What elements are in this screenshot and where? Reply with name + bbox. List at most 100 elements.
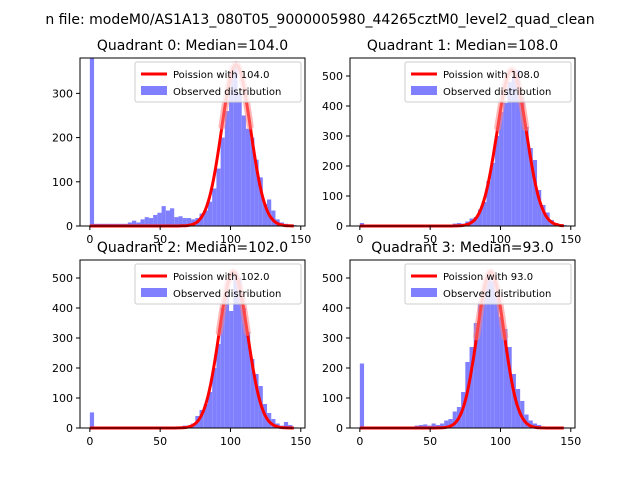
x-tick-label: 0 xyxy=(356,233,363,246)
hist-bar xyxy=(486,278,491,428)
subplot-title: Quadrant 2: Median=102.0 xyxy=(97,240,288,256)
legend-hist-label: Observed distribution xyxy=(173,289,281,300)
x-tick-label: 150 xyxy=(290,233,311,246)
x-tick-label: 150 xyxy=(290,435,311,448)
legend-hist-swatch xyxy=(411,86,437,95)
figure-suptitle: n file: modeM0/AS1A13_080T05_9000005980_… xyxy=(45,12,594,28)
hist-bar xyxy=(233,272,238,428)
hist-bar xyxy=(503,103,508,226)
hist-bar xyxy=(182,218,187,226)
hist-bar xyxy=(203,404,208,428)
y-tick-label: 100 xyxy=(52,176,73,189)
hist-bar xyxy=(537,190,542,226)
y-tick-label: 400 xyxy=(322,100,343,113)
y-tick-label: 300 xyxy=(322,332,343,345)
hist-bar xyxy=(250,137,255,226)
x-tick-label: 50 xyxy=(423,233,437,246)
y-tick-label: 300 xyxy=(322,130,343,143)
x-tick-label: 150 xyxy=(560,233,581,246)
hist-bar xyxy=(153,214,158,226)
x-tick-label: 50 xyxy=(153,435,167,448)
hist-bar xyxy=(499,317,504,428)
hist-bar xyxy=(473,323,478,428)
legend-fit-label: Poission with 93.0 xyxy=(443,272,533,283)
y-tick-label: 100 xyxy=(322,190,343,203)
hist-bar xyxy=(212,188,217,226)
y-tick-label: 500 xyxy=(322,70,343,83)
hist-bar xyxy=(170,208,175,226)
hist-bar xyxy=(477,209,483,226)
hist-bar xyxy=(490,281,495,428)
hist-bar xyxy=(532,160,538,226)
hist-bar xyxy=(423,424,428,428)
hist-bar xyxy=(212,368,217,428)
x-tick-label: 150 xyxy=(560,435,581,448)
hist-bar xyxy=(229,311,234,428)
x-tick-label: 100 xyxy=(220,435,241,448)
hist-bar xyxy=(199,213,204,226)
hist-bar xyxy=(174,217,179,226)
y-tick-label: 500 xyxy=(322,272,343,285)
y-tick-label: 400 xyxy=(52,302,73,315)
legend-box xyxy=(404,263,572,305)
y-tick-label: 0 xyxy=(336,220,343,233)
legend-hist-label: Observed distribution xyxy=(443,289,551,300)
hist-bar xyxy=(161,206,166,226)
hist-bar xyxy=(482,287,487,428)
hist-bar xyxy=(224,293,230,428)
subplot-0: 0 50 100 150 0 100 200 300 Quadrant 0: Median=10… xyxy=(52,38,311,246)
x-tick-label: 0 xyxy=(86,233,93,246)
y-tick-label: 300 xyxy=(52,332,73,345)
hist-bar xyxy=(499,112,504,226)
hist-bar xyxy=(511,374,516,428)
hist-bar xyxy=(224,111,230,226)
hist-bar xyxy=(237,278,242,428)
hist-bar xyxy=(237,93,242,226)
hist-bar xyxy=(229,71,234,227)
x-tick-label: 100 xyxy=(490,233,511,246)
hist-bar xyxy=(203,210,208,226)
y-tick-label: 100 xyxy=(52,392,73,405)
hist-bar xyxy=(507,82,512,226)
y-tick-label: 200 xyxy=(52,362,73,375)
hist-bar xyxy=(216,168,221,226)
hist-bar xyxy=(262,203,268,226)
x-tick-label: 0 xyxy=(356,435,363,448)
axes-frame xyxy=(349,57,576,227)
hist-bar xyxy=(132,220,137,226)
hist-bar xyxy=(220,137,225,226)
legend-hist-label: Observed distribution xyxy=(443,87,551,98)
x-tick-label: 100 xyxy=(220,233,241,246)
y-tick-label: 0 xyxy=(66,422,73,435)
axes-frame xyxy=(349,259,576,429)
hist-bar xyxy=(444,420,449,428)
x-tick-label: 50 xyxy=(423,435,437,448)
y-tick-label: 100 xyxy=(322,392,343,405)
hist-bar xyxy=(140,219,145,226)
hist-bar xyxy=(89,412,95,428)
panels: 0 50 100 150 0 100 200 300 Quadrant 0: Median=10… xyxy=(52,38,581,448)
hist-bar xyxy=(199,410,204,428)
hist-bar xyxy=(186,218,192,226)
subplot-2: 0 50 100 150 0 100 200 300 400 500 Quadrant 2: Med… xyxy=(52,240,311,448)
hist-bar xyxy=(258,177,263,226)
y-tick-label: 400 xyxy=(322,302,343,315)
hist-bar xyxy=(245,332,251,428)
x-tick-label: 100 xyxy=(490,435,511,448)
hist-bar xyxy=(165,210,170,226)
hist-bar xyxy=(528,420,533,428)
hist-bar xyxy=(541,205,546,226)
subplot-1: 0 50 100 150 0 100 200 300 400 500 Quadrant 1: Med… xyxy=(322,38,581,246)
hist-bar xyxy=(511,76,516,226)
legend-hist-label: Observed distribution xyxy=(173,87,281,98)
hist-bar xyxy=(452,411,457,428)
y-tick-label: 300 xyxy=(52,87,73,100)
subplot-title: Quadrant 1: Median=108.0 xyxy=(367,38,558,54)
legend-hist-swatch xyxy=(411,288,437,297)
hist-bar xyxy=(207,201,213,226)
subplot-title: Quadrant 0: Median=104.0 xyxy=(97,38,288,54)
y-tick-label: 500 xyxy=(52,272,73,285)
axes-frame xyxy=(79,57,306,227)
hist-bar xyxy=(148,218,154,226)
hist-bar xyxy=(359,363,365,428)
